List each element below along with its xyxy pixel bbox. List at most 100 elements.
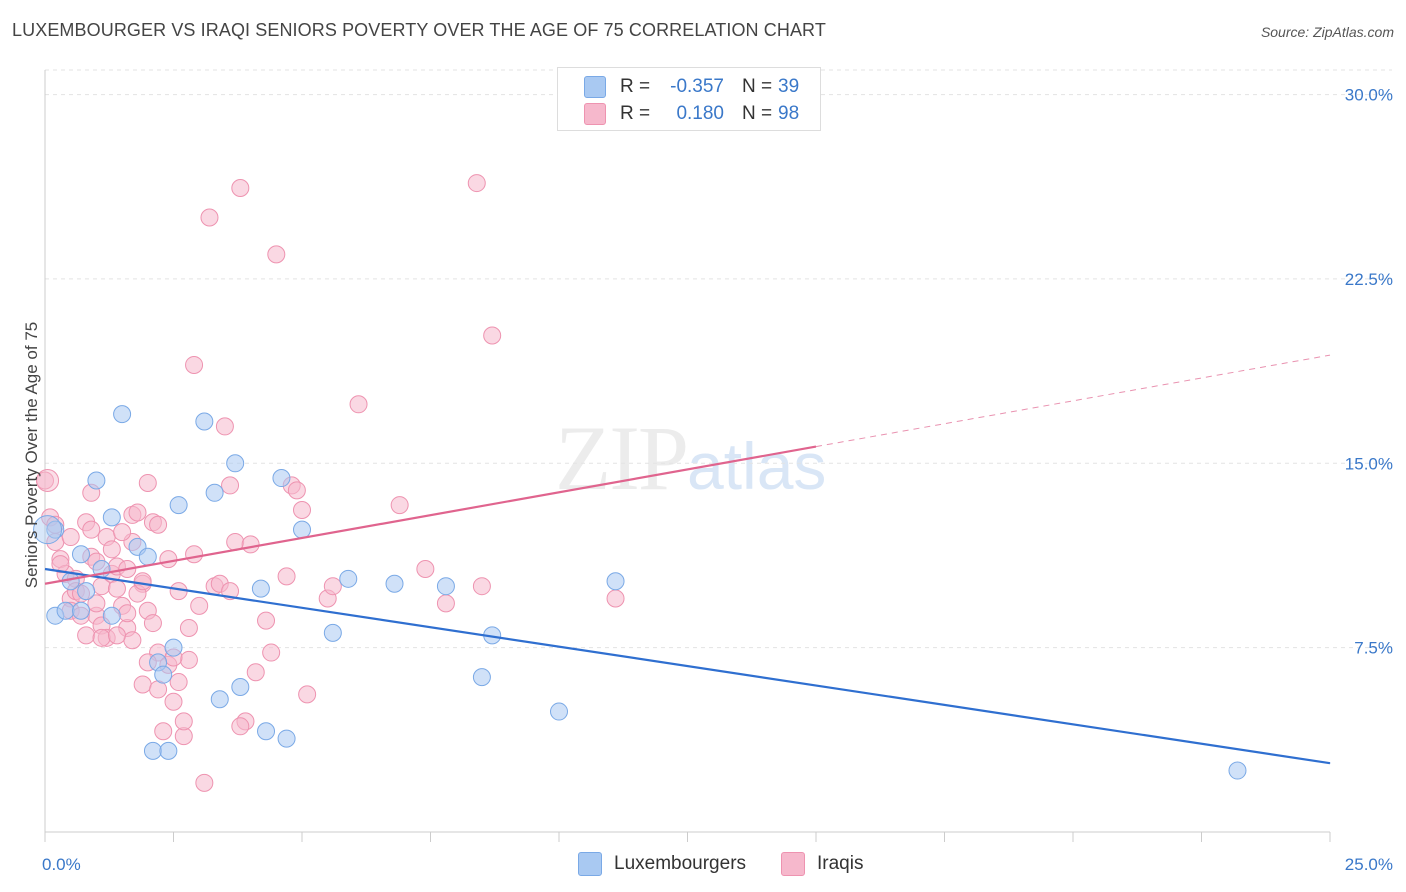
y-axis-label: Seniors Poverty Over the Age of 75 xyxy=(22,321,41,589)
luxembourger-point xyxy=(102,606,121,625)
iraqis-swatch xyxy=(781,852,805,876)
iraqi-point xyxy=(123,631,142,650)
iraqi-point xyxy=(262,643,281,662)
iraqi-point xyxy=(467,174,486,193)
x-tick-label-max: 25.0% xyxy=(1345,855,1393,874)
iraqi-point xyxy=(298,685,317,704)
iraqi-point xyxy=(472,577,491,596)
luxembourger-point xyxy=(143,741,162,760)
n-value: 39 xyxy=(778,76,800,97)
legend-label: Luxembourgers xyxy=(614,853,747,874)
luxembourger-point xyxy=(1228,761,1247,780)
luxembourger-point xyxy=(205,483,224,502)
legend-label: Iraqis xyxy=(817,853,864,874)
luxembourger-point xyxy=(169,496,188,515)
iraqi-point xyxy=(293,500,311,519)
iraqi-point xyxy=(246,663,265,682)
luxembourger-point xyxy=(436,577,455,596)
luxembourger-point xyxy=(164,638,183,657)
chart-source: Source: ZipAtlas.com xyxy=(1260,24,1394,40)
luxembourger-point xyxy=(71,545,90,564)
iraqi-point xyxy=(185,545,204,564)
luxembourger-point xyxy=(154,665,173,684)
y-tick-label: 30.0% xyxy=(1345,86,1393,105)
n-value: 98 xyxy=(778,103,800,124)
y-tick-label: 22.5% xyxy=(1345,270,1393,289)
iraqi-point xyxy=(287,481,306,500)
r-value: 0.180 xyxy=(676,103,724,124)
luxembourger-point xyxy=(195,412,214,431)
iraqi-point xyxy=(231,717,250,736)
iraqi-point xyxy=(179,618,198,637)
luxembourger-point xyxy=(606,572,625,591)
legend-item-iraqis[interactable]: Iraqis xyxy=(781,852,863,876)
iraqi-point xyxy=(416,559,435,578)
iraqi-point xyxy=(606,589,625,608)
trend-line-extension xyxy=(815,354,1331,448)
stats-legend-row-iraqis: R = 0.180 N = 98 xyxy=(584,101,799,127)
iraqi-point xyxy=(231,178,250,197)
iraqi-point xyxy=(159,550,178,569)
iraqi-point xyxy=(133,675,152,694)
luxembourger-trend-line xyxy=(44,567,1331,765)
iraqi-point xyxy=(107,579,126,598)
iraqi-point xyxy=(277,567,296,586)
iraqi-point xyxy=(61,528,80,547)
luxembourger-point xyxy=(277,729,296,748)
y-axis-label-wrap: Seniors Poverty Over the Age of 75 xyxy=(12,240,52,670)
stats-legend-row-luxembourgers: R = -0.357 N = 39 xyxy=(584,74,799,100)
iraqi-point xyxy=(102,540,121,559)
luxembourgers-swatch xyxy=(584,76,606,98)
luxembourgers-swatch xyxy=(578,852,602,876)
iraqi-point xyxy=(349,395,368,414)
iraqi-point xyxy=(133,572,152,591)
luxembourger-point xyxy=(77,582,96,601)
x-tick-label-min: 0.0% xyxy=(42,855,81,874)
luxembourger-point xyxy=(46,520,65,539)
series-legend: Luxembourgers Iraqis xyxy=(0,852,1406,878)
iraqi-point xyxy=(143,614,162,633)
iraqi-point xyxy=(82,520,101,539)
iraqi-point xyxy=(215,417,234,436)
iraqi-point xyxy=(390,496,409,515)
luxembourger-point xyxy=(251,579,270,598)
iraqis-swatch xyxy=(584,103,606,125)
iraqi-point xyxy=(154,722,173,741)
iraqi-point xyxy=(113,523,132,542)
iraqi-point xyxy=(118,604,137,623)
luxembourger-point xyxy=(33,515,63,545)
iraqi-point xyxy=(179,650,198,669)
y-tick-label: 15.0% xyxy=(1345,454,1393,473)
luxembourger-point xyxy=(113,405,132,424)
iraqi-point xyxy=(185,355,204,374)
luxembourger-point xyxy=(231,677,250,696)
iraqi-point xyxy=(138,473,157,492)
iraqi-point xyxy=(267,245,286,264)
stats-legend: R = -0.357 N = 39 R = 0.180 N = 98 xyxy=(557,67,821,131)
luxembourger-point xyxy=(272,469,291,488)
chart-title: LUXEMBOURGER VS IRAQI SENIORS POVERTY OV… xyxy=(12,20,826,40)
iraqi-point xyxy=(323,577,342,596)
watermark: ZIPatlas xyxy=(555,405,826,511)
iraqi-point xyxy=(36,468,60,492)
luxembourger-point xyxy=(56,601,75,620)
iraqi-point xyxy=(169,673,188,692)
iraqi-point xyxy=(241,535,260,554)
luxembourger-point xyxy=(210,690,229,709)
iraqi-point xyxy=(257,611,276,630)
iraqi-point xyxy=(149,515,168,534)
luxembourger-point xyxy=(102,508,121,527)
iraqi-point xyxy=(128,503,147,522)
iraqi-trend-line xyxy=(44,445,817,585)
luxembourger-point xyxy=(339,569,358,588)
luxembourger-point xyxy=(138,547,157,566)
iraqi-point xyxy=(436,594,455,613)
legend-item-luxembourgers[interactable]: Luxembourgers xyxy=(578,852,746,876)
luxembourger-point xyxy=(323,623,342,642)
r-label: R = xyxy=(620,76,651,97)
iraqi-point xyxy=(483,326,502,345)
iraqi-point xyxy=(92,628,111,647)
luxembourger-point xyxy=(71,601,90,620)
watermark-zip: ZIP xyxy=(555,407,689,509)
